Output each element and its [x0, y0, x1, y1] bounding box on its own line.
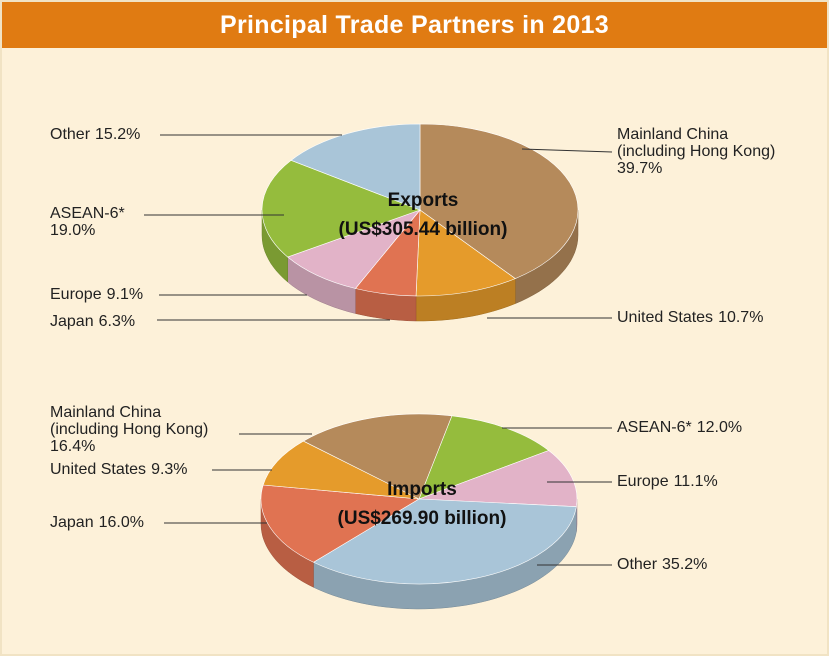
- category-label: Other: [50, 126, 91, 143]
- pie-slice: [290, 123, 421, 211]
- pie-slice: [418, 450, 578, 507]
- category-label: Mainland China (including Hong Kong): [50, 404, 209, 438]
- pie-slice: [287, 209, 421, 289]
- slice-label: Mainland China (including Hong Kong) 39.7…: [617, 126, 797, 177]
- value-label: 15.2%: [95, 126, 141, 143]
- category-label: Japan: [50, 514, 94, 531]
- leader-line: [521, 148, 613, 153]
- category-label: Europe: [617, 473, 669, 490]
- pie-slice: [302, 413, 453, 500]
- value-label: 39.7%: [617, 160, 663, 177]
- category-label: Europe: [50, 286, 102, 303]
- pie-subtitle: (US$269.90 billion): [338, 508, 507, 529]
- category-label: Japan: [50, 313, 94, 330]
- value-label: 19.0%: [50, 222, 96, 239]
- pie-title: Exports: [388, 190, 459, 211]
- pie-title: Imports: [387, 479, 457, 500]
- slice-label: Mainland China (including Hong Kong) 16.4…: [50, 404, 230, 455]
- pie-subtitle: (US$305.44 billion): [339, 219, 508, 240]
- value-label: 9.1%: [106, 286, 144, 303]
- value-label: 9.3%: [151, 461, 188, 478]
- category-label: ASEAN-6*: [50, 205, 125, 222]
- slice-label: Other 15.2%: [50, 126, 140, 143]
- page-title: Principal Trade Partners in 2013: [2, 2, 827, 48]
- value-label: 11.1%: [673, 473, 718, 490]
- pie-slice: [262, 440, 420, 500]
- category-label: United States: [617, 309, 714, 326]
- value-label: 12.0%: [696, 419, 743, 436]
- value-label: 6.3%: [98, 313, 136, 330]
- slice-label: Europe 11.1%: [617, 473, 718, 490]
- slice-label: ASEAN-6* 12.0%: [617, 419, 742, 436]
- pie-slice: [261, 159, 421, 258]
- slice-label: ASEAN-6* 19.0%: [50, 205, 230, 239]
- pie-slice: [260, 484, 420, 563]
- value-label: 10.7%: [718, 309, 764, 326]
- slice-label: Europe 9.1%: [50, 286, 143, 303]
- value-label: 35.2%: [662, 556, 708, 573]
- pie-slice: [419, 123, 579, 279]
- category-label: ASEAN-6*: [617, 419, 692, 436]
- pie-slice: [415, 209, 516, 297]
- slice-label: Japan 6.3%: [50, 313, 135, 330]
- value-label: 16.4%: [50, 438, 96, 455]
- slice-label: United States 10.7%: [617, 309, 763, 326]
- pie-slice: [312, 498, 577, 585]
- slice-label: United States 9.3%: [50, 461, 188, 478]
- category-label: United States: [50, 461, 147, 478]
- value-label: 16.0%: [98, 514, 144, 531]
- slice-label: Other 35.2%: [617, 556, 707, 573]
- slice-label: Japan 16.0%: [50, 514, 144, 531]
- category-label: Other: [617, 556, 658, 573]
- category-label: Mainland China (including Hong Kong): [617, 126, 776, 160]
